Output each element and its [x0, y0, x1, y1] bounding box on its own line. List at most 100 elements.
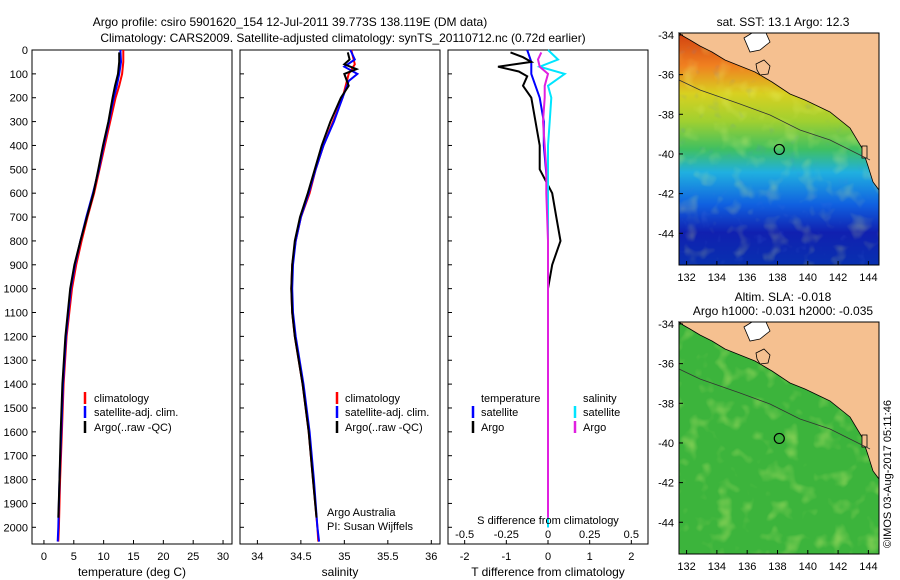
lat-tick-label: -38 — [658, 109, 674, 121]
difference-legend: temperature salinity satellite Argo sate… — [471, 393, 620, 434]
salinity-panel: 34 34.5 35 35.5 36 salinity climatology sate… — [239, 49, 441, 579]
t-difference-x-axis: -2 -1 0 1 2 — [448, 49, 634, 563]
temperature-plot-frame — [31, 49, 233, 545]
lat-tick-label: -44 — [658, 517, 674, 529]
t-difference-label: T difference from climatology — [471, 565, 625, 579]
island — [755, 348, 771, 365]
figure-title-line1: Argo profile: csiro 5901620_154 12-Jul-2… — [93, 15, 487, 29]
difference-lines — [497, 49, 567, 528]
s-difference-label: S difference from climatology — [477, 515, 619, 527]
depth-tick-label: 0 — [22, 45, 28, 57]
salinity-legend: climatology satellite-adj. clim. Argo(..… — [335, 392, 429, 434]
depth-tick-label: 700 — [10, 212, 28, 224]
series-line-0 — [290, 49, 356, 542]
depth-tick-label: 400 — [10, 140, 28, 152]
depth-tick-label: 1500 — [4, 403, 28, 415]
x-tick-label: 0 — [41, 551, 47, 563]
sla-map-frame — [678, 321, 880, 555]
sst-map-frame — [678, 32, 880, 266]
legend-label-argo: Argo(..raw -QC) — [94, 422, 172, 434]
x-tick-label: 34.5 — [290, 551, 311, 563]
depth-tick-label: 1200 — [4, 331, 28, 343]
lon-tick-label: 134 — [708, 561, 726, 573]
lon-tick-label: 144 — [859, 561, 877, 573]
salinity-x-axis: 34 34.5 35 35.5 36 — [240, 49, 437, 563]
lon-tick-label: 142 — [829, 561, 847, 573]
figure-title-line2: Climatology: CARS2009. Satellite-adjuste… — [100, 31, 585, 45]
s-tick-label: 0 — [545, 529, 551, 541]
lon-tick-label: 140 — [799, 561, 817, 573]
depth-tick-label: 1100 — [4, 308, 28, 320]
x-tick-label: 10 — [98, 551, 110, 563]
lat-tick-label: -34 — [658, 30, 674, 42]
annotation-pi: PI: Susan Wijffels — [327, 521, 413, 533]
depth-tick-label: 100 — [10, 69, 28, 81]
sla-map-panel: Altim. SLA: -0.018 Argo h1000: -0.031 h2… — [658, 290, 880, 573]
legend-label-satellite: satellite-adj. clim. — [345, 407, 429, 419]
depth-tick-label: 300 — [10, 117, 28, 129]
lon-tick-label: 136 — [738, 561, 756, 573]
lat-tick-label: -36 — [658, 359, 674, 371]
depth-tick-label: 1400 — [4, 379, 28, 391]
lat-tick-label: -42 — [658, 478, 674, 490]
temperature-x-label: temperature (deg C) — [78, 565, 186, 579]
x-tick-label: 25 — [187, 551, 199, 563]
lon-tick-label: 136 — [738, 272, 756, 284]
depth-tick-label: 1300 — [4, 355, 28, 367]
lon-tick-label: 132 — [677, 272, 695, 284]
annotation-argo-australia: Argo Australia — [327, 507, 396, 519]
s-tick-label: -0.5 — [455, 529, 474, 541]
lon-tick-label: 138 — [768, 272, 786, 284]
sla-map-title-line2: Argo h1000: -0.031 h2000: -0.035 — [693, 304, 873, 318]
island — [755, 59, 771, 76]
legend-header-temperature: temperature — [481, 393, 540, 405]
salinity-plot-frame — [239, 49, 441, 545]
lon-tick-label: 144 — [859, 272, 877, 284]
series-line-1 — [291, 49, 360, 542]
land-mass — [677, 32, 880, 192]
x-tick-label: 5 — [71, 551, 77, 563]
sst-map-panel: sat. SST: 13.1 Argo: 12.3 132 134 136 138 14… — [658, 15, 880, 284]
depth-tick-label: 800 — [10, 236, 28, 248]
legend-label-climatology: climatology — [94, 393, 150, 405]
depth-tick-label: 1800 — [4, 475, 28, 487]
lat-tick-label: -40 — [658, 149, 674, 161]
x-tick-label: 35.5 — [377, 551, 398, 563]
x-tick-label: 20 — [157, 551, 169, 563]
shelf-contour — [678, 79, 871, 161]
sla-map-axes: 132 134 136 138 140 142 144 -34 -36 -38 -40 -42 -44 — [658, 319, 877, 573]
lat-tick-label: -42 — [658, 189, 674, 201]
temperature-lines — [56, 49, 125, 542]
profile-location-marker — [773, 143, 785, 156]
lat-tick-label: -44 — [658, 228, 674, 240]
depth-tick-label: 900 — [10, 260, 28, 272]
difference-line-0 — [526, 49, 549, 528]
x-tick-label: 30 — [217, 551, 229, 563]
legend-label-s-argo: Argo — [583, 422, 606, 434]
salinity-lines — [290, 49, 360, 542]
depth-tick-label: 1900 — [4, 498, 28, 510]
tasmania-fragment — [861, 145, 868, 159]
salinity-x-label: salinity — [322, 565, 359, 579]
lon-tick-label: 138 — [768, 561, 786, 573]
x-tick-label: 0 — [545, 551, 551, 563]
s-difference-x-axis: -0.5 -0.25 0 0.25 0.5 — [455, 529, 639, 541]
sst-map-title: sat. SST: 13.1 Argo: 12.3 — [717, 15, 850, 29]
difference-panel: -2 -1 0 1 2 -0.5 -0.25 0 0.25 0.5 S difference f… — [447, 49, 649, 579]
s-tick-label: 0.25 — [579, 529, 600, 541]
difference-line-1 — [497, 51, 562, 518]
legend-label-s-satellite: satellite — [583, 407, 620, 419]
depth-tick-label: 1700 — [4, 451, 28, 463]
depth-tick-label: 1000 — [4, 284, 28, 296]
depth-tick-label: 500 — [10, 164, 28, 176]
x-tick-label: 35 — [338, 551, 350, 563]
lat-tick-label: -40 — [658, 438, 674, 450]
s-tick-label: 0.5 — [624, 529, 639, 541]
land-mass — [677, 321, 880, 481]
depth-tick-label: 200 — [10, 93, 28, 105]
legend-header-salinity: salinity — [583, 393, 617, 405]
difference-line-3 — [536, 51, 550, 518]
series-line-2 — [290, 52, 360, 518]
sla-map-title-line1: Altim. SLA: -0.018 — [735, 290, 832, 304]
